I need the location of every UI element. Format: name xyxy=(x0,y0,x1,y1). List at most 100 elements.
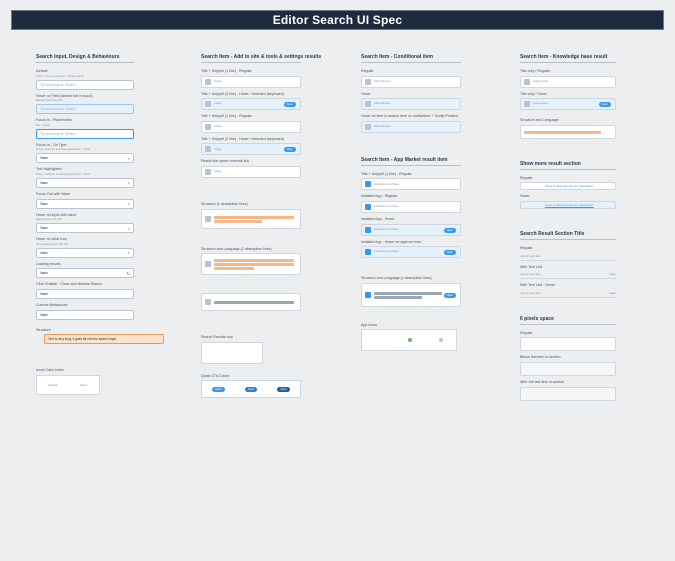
open-button[interactable]: Open xyxy=(283,102,296,108)
item-icon xyxy=(365,203,371,210)
search-input[interactable]: Value ↻ xyxy=(36,268,134,279)
search-input[interactable]: Value × xyxy=(36,177,134,188)
item-title: Slider Element xyxy=(374,102,391,106)
search-result-item[interactable]: Image article Open xyxy=(520,98,616,111)
search-result-item[interactable]: Image article xyxy=(520,75,616,88)
row-label: Title + Snippet (1 line) - Regular xyxy=(361,171,412,176)
search-result-item[interactable]: Facebook Live Pause xyxy=(361,200,461,213)
search-input[interactable]: Try searching for "Button" xyxy=(36,79,134,90)
more-hover-label: Hover xyxy=(520,194,530,199)
item-title: Slider Element xyxy=(374,80,391,84)
clear-icon[interactable]: × xyxy=(127,250,130,256)
section-link[interactable]: Open xyxy=(609,290,616,295)
state-hint: Enter - Perform selected search Esc - Cl… xyxy=(36,171,91,176)
item-name: Image article xyxy=(533,102,548,106)
open-button[interactable]: Open xyxy=(443,227,456,233)
highlight-bar xyxy=(524,130,601,134)
space-rows: Regular Below first item in section After … xyxy=(520,331,616,401)
highlight-bar xyxy=(374,295,422,299)
clear-icon[interactable]: × xyxy=(127,201,130,207)
section-text: App for your site xyxy=(520,272,541,277)
search-result-item[interactable]: Image xyxy=(201,120,301,133)
search-input[interactable]: Value × xyxy=(36,198,134,209)
item-name: Image xyxy=(214,102,222,106)
item-icon xyxy=(365,101,371,108)
search-result-item[interactable]: Slider Element xyxy=(361,120,461,133)
highlight-bar xyxy=(214,259,294,263)
item-title: Image xyxy=(214,148,221,152)
item-icon xyxy=(365,181,371,188)
clear-icon[interactable]: × xyxy=(127,155,130,161)
search-result-item[interactable]: Image xyxy=(201,165,301,178)
search-input[interactable]: Value × xyxy=(36,153,134,164)
search-input[interactable]: Value xyxy=(36,309,134,320)
search-input[interactable]: Try searching for "Button" xyxy=(36,128,134,139)
open-pill[interactable]: Open xyxy=(443,292,456,298)
input-value: Value xyxy=(40,271,48,276)
section-link[interactable]: Open xyxy=(609,272,616,277)
item-title: Image xyxy=(214,102,221,106)
more-regular-row[interactable]: Show 12 More Results for "Translation" xyxy=(520,182,616,191)
search-results-icon-title: Search Results Icon xyxy=(201,335,234,340)
open-button[interactable]: Open xyxy=(283,147,296,153)
search-result-item[interactable]: Facebook Live Pause Open xyxy=(361,223,461,236)
item-title: Slider Element xyxy=(374,125,391,129)
space-example xyxy=(520,361,616,376)
item-name: Slider Element xyxy=(374,79,391,83)
thumb xyxy=(205,215,211,222)
search-input[interactable]: Value × xyxy=(36,247,134,258)
state-hint: Enter - Focus input Esc - Close search xyxy=(36,73,84,78)
search-result-item[interactable]: Slider Element xyxy=(361,75,461,88)
more-link[interactable]: Show 12 More Results for "Translation" xyxy=(545,202,594,207)
row-label: Title only / Regular xyxy=(520,69,550,73)
state-label: Click Outside - Close and dismiss Search xyxy=(36,282,102,287)
search-result-item[interactable]: Image Open xyxy=(201,98,301,111)
item-title: Image article xyxy=(533,102,548,106)
item-name: Image xyxy=(214,170,222,174)
row-label: Installed App - Regular xyxy=(361,194,398,199)
input-value: Try searching for "Button" xyxy=(40,131,77,136)
state-label: Hover on input with value xyxy=(36,212,77,217)
item-name: Facebook Live Pause xyxy=(374,205,399,209)
more-link[interactable]: Show 12 More Results for "Translation" xyxy=(545,184,594,189)
search-input[interactable]: Try searching for "Button" xyxy=(36,104,134,115)
search-result-item[interactable]: Facebook Live Pause xyxy=(361,178,461,191)
market-structure-label: Structure and Language (2 description li… xyxy=(361,276,432,281)
search-input[interactable]: Value xyxy=(36,288,134,299)
structure-2-card xyxy=(201,253,301,276)
structure-3-card xyxy=(201,293,301,312)
structure-1-card xyxy=(201,208,301,229)
icons-color-box: Default Active xyxy=(36,374,100,395)
search-result-item[interactable]: Image Open xyxy=(201,143,301,156)
column-knowledge-base: Search Item - Knowledge base result Titl… xyxy=(520,54,616,401)
loading-icon[interactable]: ↻ xyxy=(126,270,130,276)
item-icon xyxy=(205,168,211,175)
market-title: Search Item - App Market result item xyxy=(361,157,461,166)
row-label: Regular xyxy=(520,330,533,335)
cta-pill: Open xyxy=(244,386,258,392)
open-button[interactable]: Open xyxy=(443,250,456,256)
column-search-input: Search Input, Design & Behaviours Defaul… xyxy=(36,54,164,395)
structure-value: Text is very long, it goes far into the … xyxy=(48,337,117,342)
search-result-item[interactable]: Facebook Live Pause Open xyxy=(361,246,461,259)
search-input[interactable]: Value × xyxy=(36,223,134,234)
open-button[interactable]: Open xyxy=(598,102,611,108)
search-result-item[interactable]: Slider Element xyxy=(361,98,461,111)
item-name: Image xyxy=(214,79,222,83)
item-title: Image xyxy=(214,80,221,84)
item-icon xyxy=(205,123,211,130)
item-title: Image xyxy=(214,170,221,174)
more-hover-row[interactable]: Show 12 More Results for "Translation" xyxy=(520,200,616,209)
clear-icon[interactable]: × xyxy=(127,225,130,231)
item-title: Facebook Live Pause xyxy=(374,205,399,209)
clear-icon[interactable]: × xyxy=(127,180,130,186)
kb-structure-label: Structure and Language xyxy=(520,118,559,123)
input-states: Default Enter - Focus input Esc - Close s… xyxy=(36,69,134,320)
icon-label-active: Active xyxy=(80,382,88,387)
item-icon xyxy=(365,123,371,130)
search-result-item[interactable]: Image xyxy=(201,75,301,88)
row-label: Result that opens external link xyxy=(201,159,250,164)
input-value: Value xyxy=(40,201,48,206)
status-dot-grey xyxy=(438,338,443,343)
item-icon xyxy=(524,78,530,85)
